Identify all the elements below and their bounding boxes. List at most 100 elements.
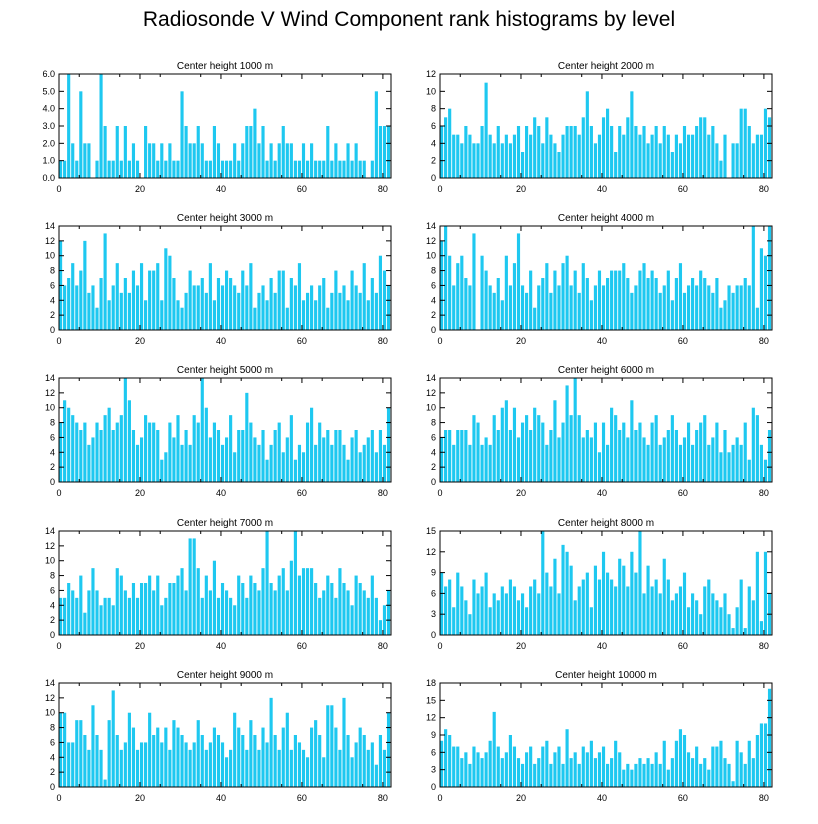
histogram-bar bbox=[297, 742, 302, 787]
histogram-bar bbox=[577, 415, 581, 482]
histogram-bar bbox=[152, 270, 156, 330]
histogram-bar bbox=[131, 583, 136, 635]
histogram-bar bbox=[452, 444, 456, 482]
y-tick-label: 12 bbox=[426, 69, 436, 79]
histogram-bar bbox=[172, 583, 176, 635]
x-tick-label: 60 bbox=[297, 336, 307, 346]
histogram-bar bbox=[533, 763, 537, 787]
histogram-bar bbox=[601, 285, 606, 330]
histogram-bar bbox=[305, 757, 310, 787]
y-tick-label: 0 bbox=[431, 173, 436, 183]
plot-frame bbox=[439, 377, 773, 483]
histogram-bar bbox=[444, 586, 448, 635]
histogram-bar bbox=[561, 134, 565, 178]
histogram-bar bbox=[703, 415, 707, 482]
panel-title: Center height 5000 m bbox=[177, 365, 273, 376]
histogram-bar bbox=[200, 143, 204, 178]
histogram-bar bbox=[237, 575, 241, 635]
histogram-bar bbox=[168, 143, 172, 178]
histogram-bar bbox=[135, 749, 140, 787]
histogram-bar bbox=[553, 270, 557, 330]
y-tick-label: 2.0 bbox=[42, 138, 55, 148]
histogram-bar bbox=[301, 452, 306, 482]
y-tick-label: 10 bbox=[426, 251, 436, 261]
x-tick-label: 60 bbox=[678, 336, 688, 346]
histogram-bar bbox=[516, 437, 521, 482]
histogram-bar bbox=[204, 749, 208, 787]
histogram-bar bbox=[630, 551, 634, 635]
histogram-bar bbox=[670, 300, 674, 330]
y-tick-label: 4 bbox=[431, 138, 436, 148]
y-tick-label: 14 bbox=[45, 526, 55, 536]
plot-frame bbox=[439, 225, 773, 331]
histogram-bar bbox=[95, 422, 99, 482]
histogram-bar bbox=[164, 248, 168, 330]
histogram-bar bbox=[144, 583, 148, 635]
histogram-bar bbox=[638, 134, 642, 178]
histogram-bar bbox=[67, 583, 71, 635]
histogram-bar bbox=[305, 568, 310, 635]
histogram-bar bbox=[585, 91, 589, 178]
histogram-bar bbox=[148, 270, 152, 330]
x-tick-label: 20 bbox=[135, 488, 145, 498]
histogram-bar bbox=[622, 565, 626, 635]
histogram-bar bbox=[614, 270, 618, 330]
histogram-bar bbox=[658, 593, 662, 635]
histogram-bar bbox=[245, 749, 249, 787]
histogram-bar bbox=[127, 712, 131, 787]
histogram-bar bbox=[334, 727, 338, 787]
histogram-bar bbox=[480, 758, 484, 787]
histogram-bar bbox=[674, 740, 678, 787]
histogram-panel: Center height 7000 m 0 2 4 6 8 10 12 14 0 20 40 60 80 bbox=[45, 518, 392, 651]
histogram-bar bbox=[156, 575, 160, 635]
histogram-bar bbox=[358, 727, 362, 787]
histogram-bar bbox=[139, 263, 144, 330]
histogram-bar bbox=[723, 430, 727, 482]
histogram-bar bbox=[476, 422, 480, 482]
x-tick-label: 60 bbox=[678, 488, 688, 498]
histogram-bar bbox=[565, 551, 569, 635]
histogram-bar bbox=[707, 134, 711, 178]
histogram-bar bbox=[229, 278, 233, 330]
y-tick-label: 14 bbox=[426, 221, 436, 231]
histogram-bar bbox=[99, 749, 103, 787]
histogram-bar bbox=[326, 705, 330, 787]
histogram-bar bbox=[338, 292, 342, 330]
histogram-bar bbox=[334, 597, 338, 635]
histogram-bar bbox=[686, 422, 691, 482]
histogram-bar bbox=[301, 568, 306, 635]
histogram-bar bbox=[196, 422, 200, 482]
histogram-bar bbox=[342, 583, 346, 635]
y-tick-label: 0 bbox=[431, 325, 436, 335]
histogram-bar bbox=[456, 263, 460, 330]
histogram-bar bbox=[59, 712, 63, 787]
histogram-bar bbox=[601, 422, 606, 482]
histogram-bar bbox=[285, 307, 289, 330]
histogram-bar bbox=[606, 763, 610, 787]
y-tick-label: 12 bbox=[426, 388, 436, 398]
histogram-bar bbox=[739, 579, 743, 635]
histogram-bar bbox=[460, 758, 464, 787]
plot-frame bbox=[58, 530, 392, 636]
x-tick-label: 0 bbox=[56, 336, 61, 346]
histogram-bar bbox=[63, 712, 67, 787]
histogram-bar bbox=[658, 763, 662, 787]
histogram-bar bbox=[723, 300, 727, 330]
histogram-bar bbox=[257, 292, 261, 330]
histogram-bar bbox=[646, 278, 650, 330]
histogram-bar bbox=[646, 143, 650, 178]
histogram-bar bbox=[520, 422, 525, 482]
histogram-bar bbox=[630, 292, 634, 330]
histogram-bar bbox=[310, 407, 314, 482]
histogram-bar bbox=[723, 134, 727, 178]
histogram-bar bbox=[484, 572, 488, 635]
histogram-bar bbox=[601, 117, 606, 178]
histogram-bar bbox=[508, 735, 512, 787]
histogram-bar bbox=[229, 749, 233, 787]
histogram-bar bbox=[456, 134, 460, 178]
histogram-bar bbox=[735, 285, 739, 330]
histogram-bar bbox=[606, 572, 610, 635]
histogram-bar bbox=[342, 444, 346, 482]
histogram-bar bbox=[549, 763, 553, 787]
histogram-bar bbox=[699, 270, 703, 330]
